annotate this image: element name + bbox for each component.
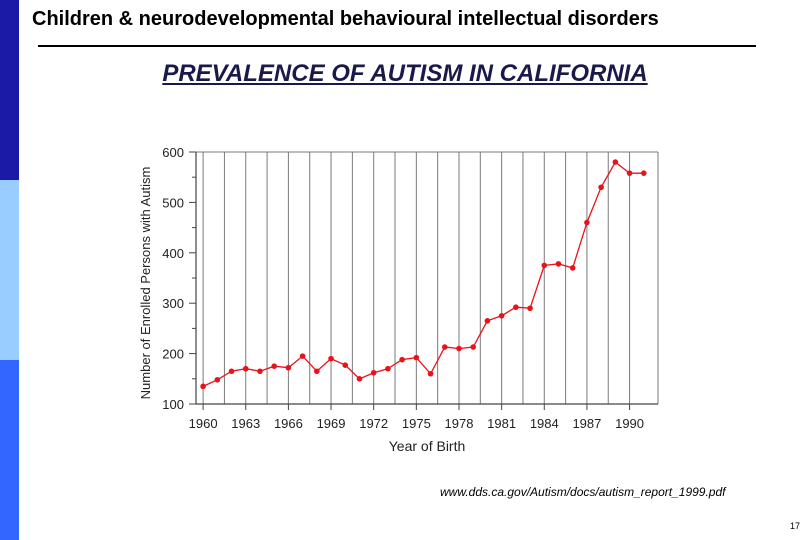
data-point	[271, 363, 277, 370]
data-point	[541, 262, 548, 269]
data-point	[356, 376, 363, 382]
data-point	[513, 304, 519, 311]
x-tick-label: 1963	[231, 416, 260, 431]
x-tick-label: 1990	[615, 416, 644, 431]
data-point	[385, 365, 391, 372]
x-tick-label: 1981	[487, 416, 516, 431]
y-tick-label: 500	[162, 195, 184, 210]
side-accent-bar-top	[0, 0, 19, 180]
data-point	[612, 159, 619, 165]
side-accent-bar-bottom	[0, 360, 19, 540]
y-tick-label: 300	[162, 296, 184, 311]
data-point	[370, 369, 377, 376]
chart-grid	[202, 152, 631, 404]
y-tick-label: 200	[162, 347, 184, 362]
y-tick-label: 600	[162, 145, 184, 160]
data-point	[584, 219, 590, 226]
data-point	[626, 170, 633, 176]
data-point	[555, 261, 562, 267]
data-point	[470, 344, 477, 350]
data-point	[228, 368, 235, 375]
data-point	[200, 383, 206, 390]
x-tick-label: 1972	[359, 416, 388, 431]
x-tick-label: 1987	[572, 416, 601, 431]
data-point	[413, 354, 420, 361]
side-accent-bar-middle	[0, 180, 19, 360]
data-point	[399, 356, 405, 363]
data-point	[441, 344, 448, 350]
data-point	[427, 370, 434, 377]
x-tick-label: 1975	[402, 416, 431, 431]
data-point	[456, 345, 462, 352]
y-axis-title: Number of Enrolled Persons with Autism	[138, 167, 153, 400]
source-url: www.dds.ca.gov/Autism/docs/autism_report…	[440, 485, 726, 499]
data-point	[328, 355, 334, 362]
chart-series	[200, 159, 647, 390]
data-point	[527, 305, 533, 312]
x-tick-label: 1960	[189, 416, 218, 431]
chart-axes: 100 200 300 400 500 600 1960 1963 1966 1969 1972 19…	[162, 145, 659, 431]
x-tick-label: 1966	[274, 416, 303, 431]
y-tick-label: 100	[162, 397, 184, 412]
data-point	[257, 368, 263, 375]
slide-title: PREVALENCE OF AUTISM IN CALIFORNIA	[162, 60, 648, 87]
data-point	[598, 184, 604, 191]
y-tick-label: 400	[162, 246, 184, 261]
data-point	[640, 170, 647, 176]
series-line	[202, 161, 644, 387]
data-point	[242, 365, 249, 372]
x-tick-label: 1978	[445, 416, 474, 431]
page-number: 17	[790, 521, 801, 531]
data-point	[214, 377, 221, 383]
data-point	[285, 364, 292, 371]
x-tick-label: 1969	[317, 416, 346, 431]
header-divider	[38, 45, 756, 47]
x-axis-title: Year of Birth	[389, 438, 466, 454]
data-point	[314, 368, 320, 375]
data-point	[342, 362, 349, 368]
data-point	[569, 265, 576, 271]
data-point	[299, 353, 306, 359]
x-tick-label: 1984	[530, 416, 559, 431]
data-point	[498, 313, 505, 319]
header-title: Children & neurodevelopmental behavioura…	[32, 8, 659, 30]
data-point	[484, 318, 491, 324]
